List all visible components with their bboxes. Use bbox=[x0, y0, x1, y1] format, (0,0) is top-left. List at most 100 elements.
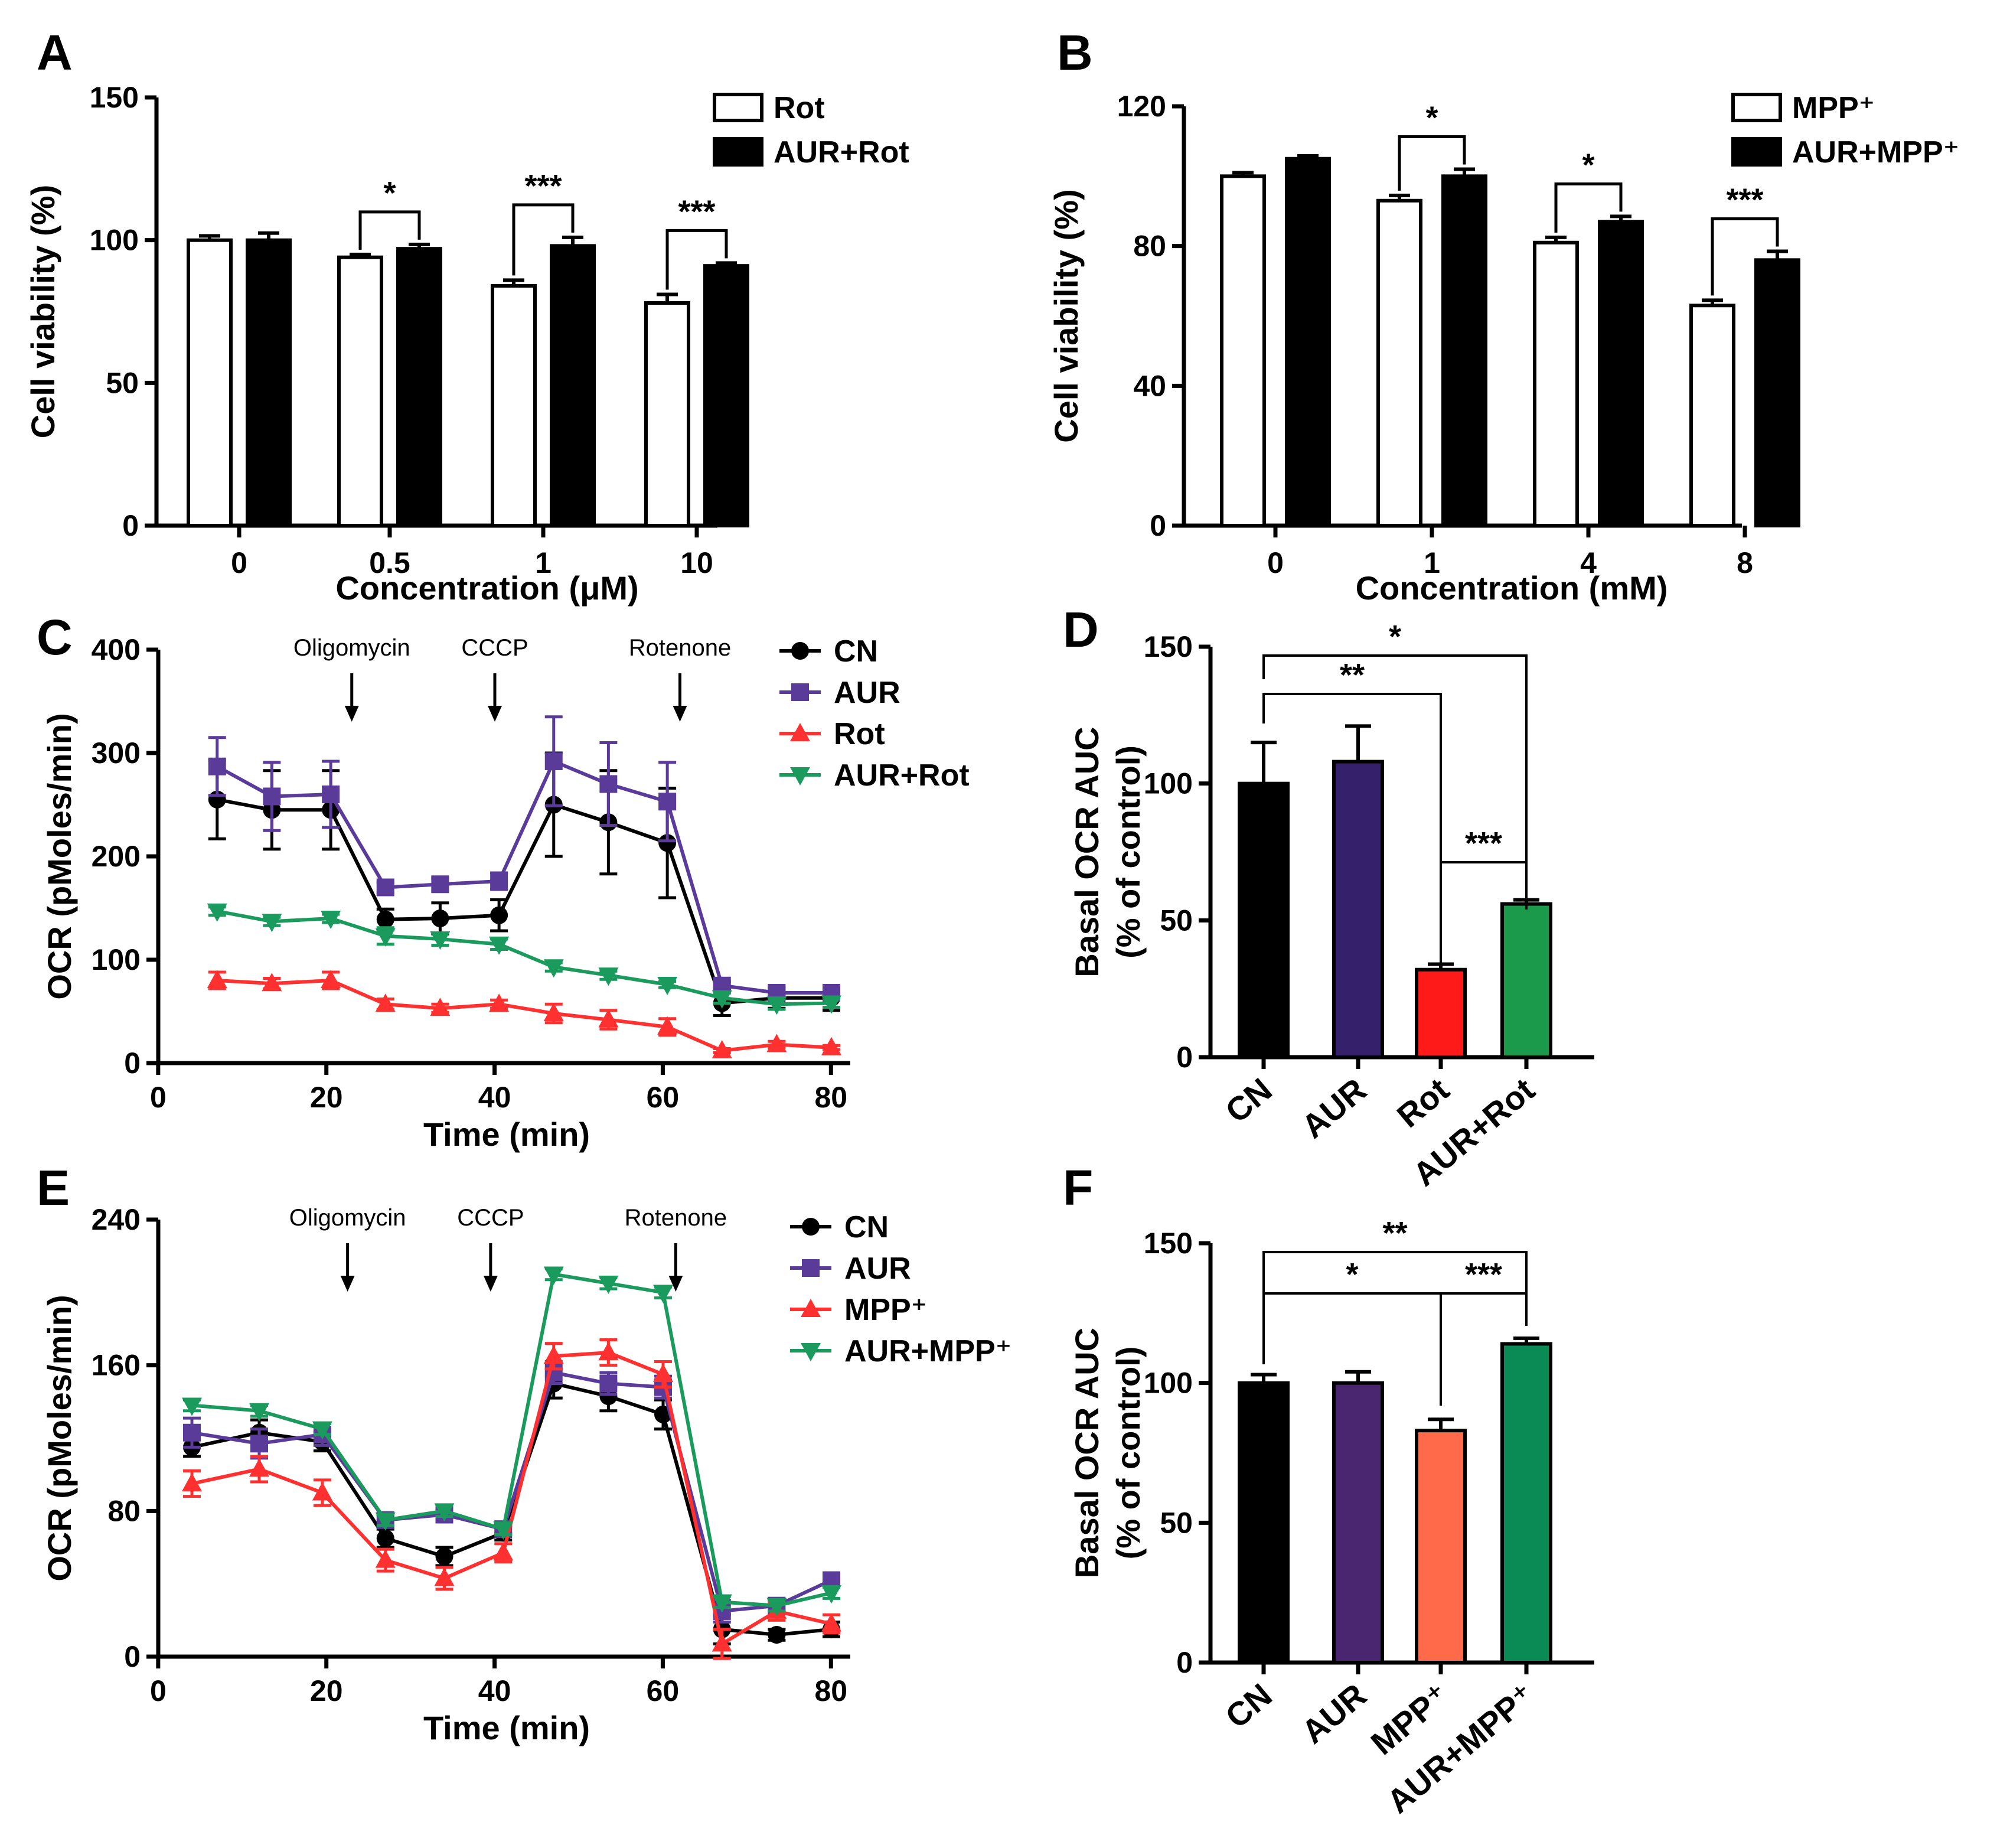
y-tick-label: 0 bbox=[1176, 1041, 1193, 1074]
data-point bbox=[375, 928, 396, 947]
y-axis-subtitle: (% of control) bbox=[1110, 1347, 1147, 1560]
y-tick-label: 0 bbox=[124, 1047, 141, 1080]
significance-bracket bbox=[358, 210, 421, 250]
x-tick-label: 4 bbox=[1580, 546, 1597, 579]
bar bbox=[1332, 1381, 1384, 1665]
bar-aur-treatment bbox=[1754, 258, 1800, 527]
x-tick-label: 1 bbox=[1424, 546, 1440, 579]
data-point bbox=[658, 793, 677, 811]
significance-label: *** bbox=[1465, 1257, 1502, 1292]
data-point bbox=[766, 1598, 787, 1616]
bar bbox=[1500, 902, 1552, 1059]
data-point bbox=[182, 1397, 202, 1416]
y-tick-label: 120 bbox=[1117, 90, 1166, 123]
legend-swatch bbox=[1731, 137, 1782, 167]
data-point bbox=[801, 1343, 821, 1361]
y-axis-title: Cell viability (%) bbox=[1048, 189, 1085, 442]
data-point bbox=[208, 757, 226, 775]
x-axis-title: Time (min) bbox=[423, 1116, 590, 1153]
data-point bbox=[766, 1034, 787, 1052]
data-point bbox=[599, 775, 618, 793]
data-point bbox=[658, 834, 677, 852]
bar-aur-treatment bbox=[1441, 174, 1487, 528]
legend-label: Rot bbox=[774, 91, 825, 125]
data-point bbox=[493, 1521, 514, 1540]
significance-label: *** bbox=[1726, 182, 1763, 218]
data-point bbox=[791, 642, 809, 660]
y-tick-label: 150 bbox=[1144, 1227, 1193, 1260]
legend-label: CN bbox=[834, 634, 878, 669]
injection-label: Oligomycin bbox=[293, 635, 410, 661]
injection-label: CCCP bbox=[457, 1205, 524, 1231]
injection-arrow-head bbox=[668, 1276, 683, 1292]
injection-label: Oligomycin bbox=[289, 1205, 406, 1231]
y-tick-label: 80 bbox=[1133, 230, 1166, 263]
data-point bbox=[599, 1374, 618, 1393]
y-tick-label: 100 bbox=[1144, 767, 1193, 800]
data-point bbox=[249, 1458, 269, 1477]
bar-aur-treatment bbox=[550, 244, 596, 527]
significance-bracket bbox=[1440, 1292, 1528, 1406]
data-point bbox=[434, 1567, 455, 1586]
data-point bbox=[821, 1585, 841, 1604]
significance-label: * bbox=[1582, 147, 1594, 182]
data-point bbox=[802, 1259, 820, 1277]
data-point bbox=[321, 970, 341, 988]
x-axis-title: Time (min) bbox=[423, 1709, 590, 1746]
x-tick-label: 40 bbox=[478, 1674, 511, 1707]
legend-label: AUR+MPP⁺ bbox=[844, 1334, 1011, 1368]
data-point bbox=[712, 990, 732, 1009]
injection-arrow-head bbox=[488, 706, 502, 722]
data-point bbox=[490, 906, 508, 924]
bar-aur-treatment bbox=[703, 264, 749, 527]
significance-bracket bbox=[1711, 217, 1779, 296]
y-tick-label: 50 bbox=[1160, 1506, 1193, 1539]
x-tick-label: 80 bbox=[814, 1674, 847, 1707]
bar-treatment bbox=[187, 238, 233, 527]
injection-label: Rotenone bbox=[629, 635, 731, 661]
y-axis-title: OCR (pMoles/min) bbox=[41, 713, 78, 999]
bar-treatment bbox=[491, 284, 537, 527]
data-point bbox=[431, 875, 449, 894]
bar bbox=[1415, 967, 1467, 1059]
data-point bbox=[544, 752, 563, 770]
series-line bbox=[217, 909, 832, 1006]
data-point bbox=[250, 1435, 268, 1453]
data-point bbox=[712, 1040, 732, 1058]
bar-treatment bbox=[1376, 198, 1422, 527]
x-tick-label: 8 bbox=[1737, 546, 1753, 579]
bar bbox=[1332, 760, 1384, 1059]
data-point bbox=[434, 1503, 455, 1522]
injection-arrow-head bbox=[340, 1276, 355, 1292]
data-point bbox=[435, 1547, 453, 1566]
y-tick-label: 0 bbox=[1150, 509, 1166, 542]
data-point bbox=[543, 1266, 564, 1285]
bar bbox=[1238, 781, 1290, 1059]
significance-label: *** bbox=[524, 168, 562, 204]
significance-label: * bbox=[1425, 100, 1438, 136]
panel-label-d: D bbox=[1063, 602, 1099, 657]
y-tick-label: 0 bbox=[124, 1640, 141, 1673]
y-tick-label: 240 bbox=[92, 1203, 141, 1236]
significance-label: *** bbox=[678, 194, 715, 229]
significance-label: *** bbox=[1465, 826, 1502, 861]
series-line bbox=[217, 978, 832, 1053]
x-tick-label: 10 bbox=[680, 546, 713, 579]
series-line bbox=[191, 1272, 832, 1608]
data-point bbox=[768, 1626, 786, 1644]
legend-label: AUR+MPP⁺ bbox=[1792, 135, 1959, 170]
data-point bbox=[376, 910, 394, 928]
data-point bbox=[321, 911, 341, 929]
injection-arrow-head bbox=[344, 706, 359, 722]
legend-swatch bbox=[1731, 93, 1782, 122]
data-point bbox=[653, 1285, 673, 1303]
legend-label: MPP⁺ bbox=[1792, 91, 1875, 125]
data-point bbox=[375, 1512, 396, 1531]
x-tick-label: 0.5 bbox=[369, 546, 410, 579]
injection-arrow-head bbox=[483, 1276, 498, 1292]
panel-label-c: C bbox=[37, 610, 73, 665]
data-point bbox=[430, 931, 451, 950]
bar-aur-treatment bbox=[1285, 157, 1331, 527]
